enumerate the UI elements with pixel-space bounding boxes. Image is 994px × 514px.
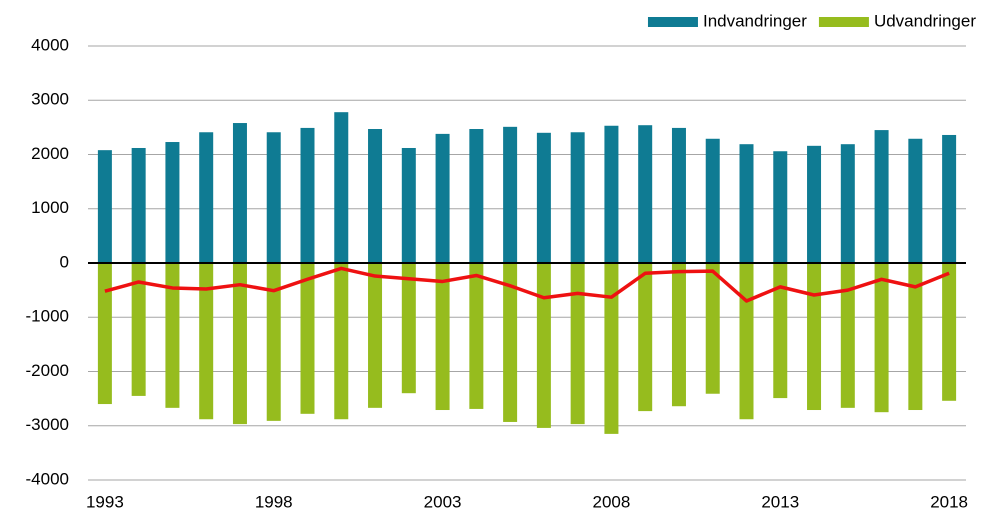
bar: [739, 144, 754, 263]
bar: [671, 263, 686, 407]
y-tick-label: 4000: [31, 35, 69, 54]
bar: [131, 263, 146, 396]
x-tick-label: 1998: [255, 492, 293, 511]
bar: [401, 263, 416, 394]
y-tick-label: 0: [60, 252, 69, 271]
x-tick-label: 2003: [424, 492, 462, 511]
bar: [435, 263, 450, 411]
bar: [874, 263, 889, 413]
bar: [199, 132, 214, 263]
legend-swatch: [647, 17, 698, 27]
bar: [638, 263, 653, 412]
bar: [942, 134, 957, 263]
y-tick-label: 1000: [31, 198, 69, 217]
bar: [469, 129, 484, 263]
bar: [334, 263, 349, 420]
bar: [908, 138, 923, 263]
bar: [266, 263, 281, 421]
bar: [165, 263, 180, 408]
bar: [536, 263, 551, 428]
y-tick-label: -1000: [26, 307, 69, 326]
bar: [536, 132, 551, 263]
bar: [840, 263, 855, 408]
bar: [671, 127, 686, 263]
bar: [570, 263, 585, 425]
y-tick-label: 2000: [31, 144, 69, 163]
bar: [503, 263, 518, 422]
bar: [334, 112, 349, 263]
bar: [739, 263, 754, 420]
bar: [368, 129, 383, 263]
bar: [199, 263, 214, 420]
bar: [942, 263, 957, 401]
bar: [232, 123, 247, 263]
bar: [773, 263, 788, 399]
net-line: [104, 266, 950, 303]
y-tick-label: -3000: [26, 415, 69, 434]
bar: [97, 263, 112, 405]
bar: [638, 125, 653, 263]
legend-label: Udvandringer: [874, 11, 976, 30]
bar: [604, 125, 619, 263]
bar: [469, 263, 484, 409]
bar: [300, 263, 315, 414]
bar: [840, 144, 855, 263]
bar: [401, 147, 416, 263]
bar: [266, 132, 281, 263]
bar: [435, 133, 450, 263]
bar: [300, 127, 315, 263]
y-tick-label: -4000: [26, 469, 69, 488]
x-tick-label: 2008: [593, 492, 631, 511]
bar: [807, 145, 822, 263]
bar: [232, 263, 247, 425]
legend-label: Indvandringer: [703, 11, 807, 30]
bar: [705, 263, 720, 394]
bar: [368, 263, 383, 408]
bar: [604, 263, 619, 434]
bar: [131, 147, 146, 263]
bar: [503, 126, 518, 264]
bar: [570, 132, 585, 263]
bar: [773, 151, 788, 263]
x-tick-label: 2013: [761, 492, 799, 511]
bar: [97, 150, 112, 263]
bar: [908, 263, 923, 411]
bar: [705, 138, 720, 263]
y-tick-label: 3000: [31, 90, 69, 109]
bar: [807, 263, 822, 411]
legend-swatch: [818, 17, 869, 27]
x-tick-label: 1993: [86, 492, 124, 511]
bar: [165, 142, 180, 263]
bar: [874, 130, 889, 263]
y-tick-label: -2000: [26, 361, 69, 380]
x-tick-label: 2018: [930, 492, 968, 511]
